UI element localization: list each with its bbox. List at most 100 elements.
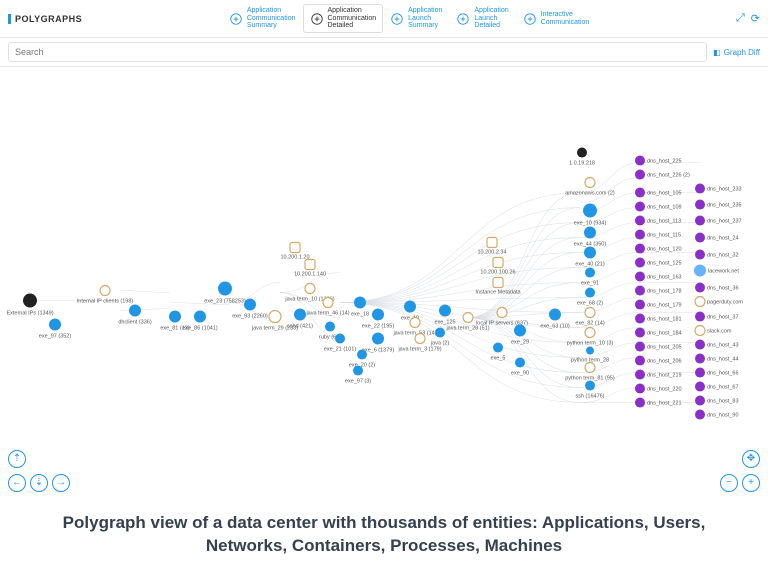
graph-node[interactable] <box>695 200 705 210</box>
tab-1[interactable]: Application Communication Detailed <box>303 4 384 33</box>
graph-node[interactable] <box>584 247 596 259</box>
zoom-in-button[interactable]: + <box>742 474 760 492</box>
graph-node[interactable] <box>635 370 645 380</box>
tab-2[interactable]: Application Launch Summary <box>383 4 449 33</box>
tab-3[interactable]: Application Launch Detailed <box>449 4 515 33</box>
graph-node[interactable] <box>635 170 645 180</box>
graph-node[interactable] <box>100 286 110 296</box>
graph-node[interactable] <box>635 356 645 366</box>
graph-node[interactable] <box>585 268 595 278</box>
graph-node[interactable] <box>357 350 367 360</box>
expand-icon[interactable]: ⤢ <box>736 12 745 25</box>
graph-node[interactable] <box>335 334 345 344</box>
graph-node[interactable] <box>372 309 384 321</box>
graph-node[interactable] <box>585 288 595 298</box>
graph-node[interactable] <box>549 309 561 321</box>
graph-node[interactable] <box>585 363 595 373</box>
graph-node[interactable] <box>635 272 645 282</box>
refresh-icon[interactable]: ⟳ <box>751 12 760 25</box>
graph-node[interactable] <box>487 238 497 248</box>
graph-node[interactable] <box>695 250 705 260</box>
graph-node[interactable] <box>49 319 61 331</box>
graph-node[interactable] <box>695 396 705 406</box>
graph-node[interactable] <box>584 227 596 239</box>
graph-node[interactable] <box>635 258 645 268</box>
graph-node[interactable] <box>635 202 645 212</box>
graph-node[interactable] <box>463 313 473 323</box>
graph-node[interactable] <box>635 300 645 310</box>
graph-node[interactable] <box>305 260 315 270</box>
graph-node[interactable] <box>695 410 705 420</box>
graph-node[interactable] <box>585 308 595 318</box>
graph-node[interactable] <box>129 305 141 317</box>
nav-left-button[interactable]: ← <box>8 474 26 492</box>
graph-node[interactable] <box>635 314 645 324</box>
graph-node[interactable] <box>493 343 503 353</box>
graph-node[interactable] <box>635 216 645 226</box>
graph-node[interactable] <box>694 265 706 277</box>
graph-node[interactable] <box>585 178 595 188</box>
graph-node[interactable] <box>194 311 206 323</box>
graph-node[interactable] <box>354 297 366 309</box>
nav-down-button[interactable]: ⇣ <box>30 474 48 492</box>
graph-node[interactable] <box>439 305 451 317</box>
graph-node[interactable] <box>695 233 705 243</box>
graph-node[interactable] <box>325 322 335 332</box>
graph-node[interactable] <box>410 318 420 328</box>
graph-node[interactable] <box>695 297 705 307</box>
graph-node[interactable] <box>290 243 300 253</box>
graph-node[interactable] <box>635 342 645 352</box>
graph-node[interactable] <box>695 354 705 364</box>
graph-node[interactable] <box>269 311 281 323</box>
nav-right-button[interactable]: → <box>52 474 70 492</box>
graph-node[interactable] <box>635 384 645 394</box>
search-input[interactable] <box>8 42 707 62</box>
tab-4[interactable]: Interactive Communication <box>516 4 597 33</box>
tab-0[interactable]: Application Communication Summary <box>222 4 303 33</box>
graph-node[interactable] <box>404 301 416 313</box>
graph-node[interactable] <box>218 282 232 296</box>
graph-node[interactable] <box>323 298 333 308</box>
graph-node[interactable] <box>635 230 645 240</box>
graph-node[interactable] <box>585 328 595 338</box>
graph-node[interactable] <box>244 299 256 311</box>
graph-node[interactable] <box>695 368 705 378</box>
graph-node[interactable] <box>635 188 645 198</box>
graph-node[interactable] <box>305 284 315 294</box>
graph-canvas[interactable]: External IPs (1349)exe_97 (352)Internal … <box>0 67 768 498</box>
graph-node[interactable] <box>695 326 705 336</box>
graph-node[interactable] <box>635 398 645 408</box>
graph-node[interactable] <box>695 382 705 392</box>
node-label: dns_host_184 <box>647 331 682 337</box>
graph-node[interactable] <box>435 328 445 338</box>
orient-up-button[interactable]: ⇡ <box>8 450 26 468</box>
graph-node[interactable] <box>635 244 645 254</box>
graph-node[interactable] <box>695 216 705 226</box>
graph-node[interactable] <box>635 156 645 166</box>
graph-node[interactable] <box>635 286 645 296</box>
zoom-out-button[interactable]: − <box>720 474 738 492</box>
graph-node[interactable] <box>23 294 37 308</box>
graph-node[interactable] <box>695 312 705 322</box>
graph-node[interactable] <box>635 328 645 338</box>
graph-node[interactable] <box>695 184 705 194</box>
graph-node[interactable] <box>583 204 597 218</box>
graph-node[interactable] <box>585 381 595 391</box>
network-graph[interactable]: External IPs (1349)exe_97 (352)Internal … <box>0 67 768 498</box>
fit-button[interactable]: ✥ <box>742 450 760 468</box>
graph-node[interactable] <box>372 333 384 345</box>
graph-node[interactable] <box>695 283 705 293</box>
graph-node[interactable] <box>353 366 363 376</box>
graph-node[interactable] <box>586 347 594 355</box>
graph-node[interactable] <box>497 308 507 318</box>
graph-node[interactable] <box>493 278 503 288</box>
graph-diff-button[interactable]: ◧ Graph Diff <box>713 48 760 57</box>
graph-node[interactable] <box>415 334 425 344</box>
graph-node[interactable] <box>169 311 181 323</box>
graph-node[interactable] <box>294 309 306 321</box>
graph-node[interactable] <box>695 340 705 350</box>
graph-node[interactable] <box>515 358 525 368</box>
graph-node[interactable] <box>493 258 503 268</box>
graph-node[interactable] <box>577 148 587 158</box>
graph-node[interactable] <box>514 325 526 337</box>
